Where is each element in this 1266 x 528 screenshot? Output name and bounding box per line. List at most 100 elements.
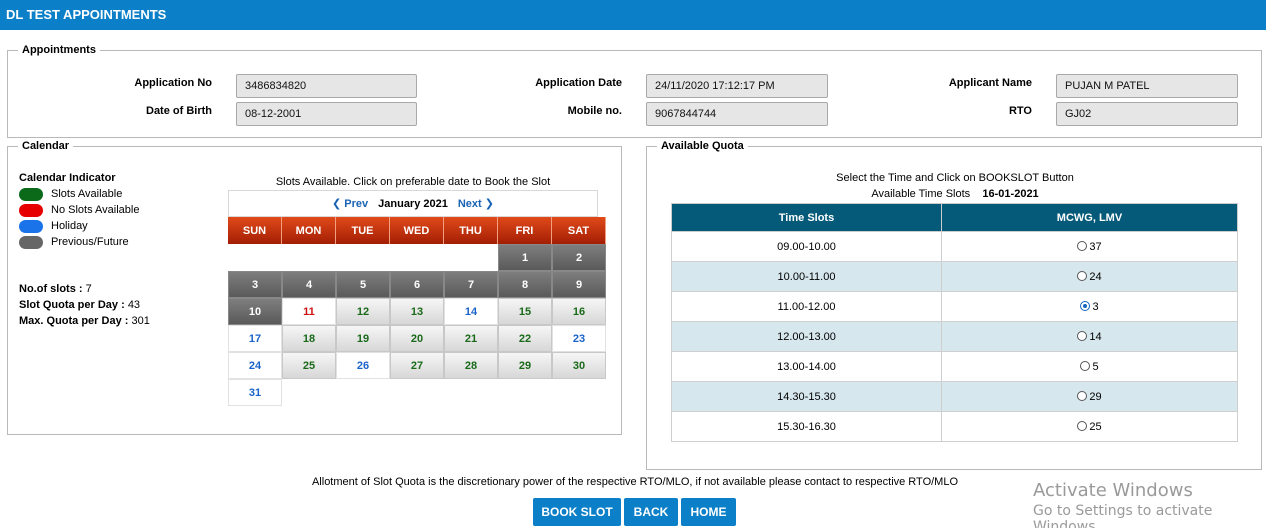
indicator-label: Slots Available: [51, 188, 123, 200]
calendar-day: 4: [282, 271, 336, 298]
table-row: 11.00-12.00 3: [671, 291, 1238, 322]
calendar-panel: Calendar: [7, 140, 622, 435]
selected-date: 16-01-2021: [982, 188, 1039, 200]
weekday-header: SUN: [228, 217, 282, 244]
slot-radio[interactable]: [1080, 300, 1091, 311]
indicator-label: Holiday: [51, 220, 88, 232]
red-pill-icon: [19, 203, 43, 217]
slot-radio[interactable]: [1080, 360, 1091, 371]
slot-radio[interactable]: [1077, 420, 1088, 431]
calendar-grid: SUN MON TUE WED THU FRI SAT 1 2 3 4 5 6 7 8 9 10 11 12 13 14…: [228, 217, 606, 406]
calendar-day: 8: [498, 271, 552, 298]
calendar-day: 14: [444, 298, 498, 325]
calendar-day[interactable]: 22: [498, 325, 552, 352]
calendar-day[interactable]: 13: [390, 298, 444, 325]
calendar-day[interactable]: 18: [282, 325, 336, 352]
calendar-day: 6: [390, 271, 444, 298]
calendar-day: 24: [228, 352, 282, 379]
calendar-nav: ❮ Prev January 2021 Next ❯: [228, 190, 598, 217]
table-row: 09.00-10.00 37: [671, 231, 1238, 262]
mobile-field: 9067844744: [646, 102, 828, 126]
time-slot-cell: 09.00-10.00: [671, 231, 942, 262]
calendar-day[interactable]: 27: [390, 352, 444, 379]
slot-radio[interactable]: [1077, 330, 1088, 341]
calendar-day[interactable]: 12: [336, 298, 390, 325]
calendar-day[interactable]: 16: [552, 298, 606, 325]
calendar-day[interactable]: 28: [444, 352, 498, 379]
time-slot-cell: 10.00-11.00: [671, 261, 942, 292]
calendar-day[interactable]: 15: [498, 298, 552, 325]
indicator-label: No Slots Available: [51, 204, 140, 216]
available-quota-legend: Available Quota: [661, 140, 744, 152]
slot-count: 14: [1089, 330, 1102, 343]
calendar-legend: Calendar: [22, 140, 70, 152]
slot-quota-notice: Allotment of Slot Quota is the discretio…: [311, 476, 959, 488]
available-quota-panel: Available Quota: [646, 140, 1262, 470]
table-row: 15.30-16.30 25: [671, 411, 1238, 442]
table-row: 13.00-14.00 5: [671, 351, 1238, 382]
rto-field: GJ02: [1056, 102, 1238, 126]
table-row: 10.00-11.00 24: [671, 261, 1238, 292]
quota-cell: 29: [941, 381, 1238, 412]
slot-radio[interactable]: [1077, 240, 1088, 251]
slot-count: 3: [1092, 300, 1099, 313]
quota-cell: 24: [941, 261, 1238, 292]
prev-month-button[interactable]: ❮ Prev: [332, 198, 369, 210]
time-slot-cell: 12.00-13.00: [671, 321, 942, 352]
page-title: DL TEST APPOINTMENTS: [6, 7, 167, 22]
slot-count: 5: [1092, 360, 1099, 373]
slot-count: 37: [1089, 240, 1102, 253]
calendar-day: 7: [444, 271, 498, 298]
quota-instruction: Select the Time and Click on BOOKSLOT Bu…: [836, 172, 1074, 184]
application-no-field: 3486834820: [236, 74, 417, 98]
quota-cell: 37: [941, 231, 1238, 262]
home-button[interactable]: HOME: [681, 498, 736, 526]
quota-cell: 14: [941, 321, 1238, 352]
calendar-empty-cell: [336, 244, 390, 271]
calendar-day[interactable]: 19: [336, 325, 390, 352]
time-slot-cell: 11.00-12.00: [671, 291, 942, 322]
application-date-label: Application Date: [535, 77, 622, 89]
quota-cell: 25: [941, 411, 1238, 442]
indicator-no-slots: No Slots Available: [19, 203, 139, 217]
calendar-day[interactable]: 21: [444, 325, 498, 352]
indicator-slots-available: Slots Available: [19, 187, 122, 201]
col-time-slots: Time Slots: [671, 203, 942, 232]
slot-quota-per-day: Slot Quota per Day : 43: [19, 299, 141, 311]
calendar-indicator-title: Calendar Indicator: [19, 172, 116, 184]
appointments-legend: Appointments: [22, 44, 96, 56]
weekday-header: WED: [390, 217, 444, 244]
calendar-day[interactable]: 20: [390, 325, 444, 352]
calendar-day[interactable]: 29: [498, 352, 552, 379]
indicator-previous-future: Previous/Future: [19, 235, 129, 249]
weekday-header: SAT: [552, 217, 606, 244]
calendar-day[interactable]: 30: [552, 352, 606, 379]
table-row: 14.30-15.30 29: [671, 381, 1238, 412]
calendar-day: 26: [336, 352, 390, 379]
calendar-day: 9: [552, 271, 606, 298]
back-button[interactable]: BACK: [624, 498, 678, 526]
appointments-panel: Appointments: [7, 44, 1262, 138]
blue-pill-icon: [19, 219, 43, 233]
page-header: DL TEST APPOINTMENTS: [0, 0, 1266, 30]
slot-radio[interactable]: [1077, 270, 1088, 281]
quota-cell: 5: [941, 351, 1238, 382]
applicant-name-label: Applicant Name: [948, 77, 1032, 89]
calendar-day: 5: [336, 271, 390, 298]
next-month-button[interactable]: Next ❯: [457, 198, 494, 210]
time-slot-cell: 14.30-15.30: [671, 381, 942, 412]
application-date-field: 24/11/2020 17:12:17 PM: [646, 74, 828, 98]
calendar-day[interactable]: 25: [282, 352, 336, 379]
weekday-header: MON: [282, 217, 336, 244]
weekday-header: TUE: [336, 217, 390, 244]
calendar-day: 23: [552, 325, 606, 352]
book-slot-button[interactable]: BOOK SLOT: [533, 498, 621, 526]
calendar-month: January 2021: [378, 197, 448, 210]
applicant-name-field: PUJAN M PATEL: [1056, 74, 1238, 98]
slot-radio[interactable]: [1077, 390, 1088, 401]
rto-label: RTO: [1008, 105, 1032, 117]
indicator-holiday: Holiday: [19, 219, 88, 233]
calendar-day: 1: [498, 244, 552, 271]
calendar-empty-cell: [228, 244, 282, 271]
calendar-day: 3: [228, 271, 282, 298]
